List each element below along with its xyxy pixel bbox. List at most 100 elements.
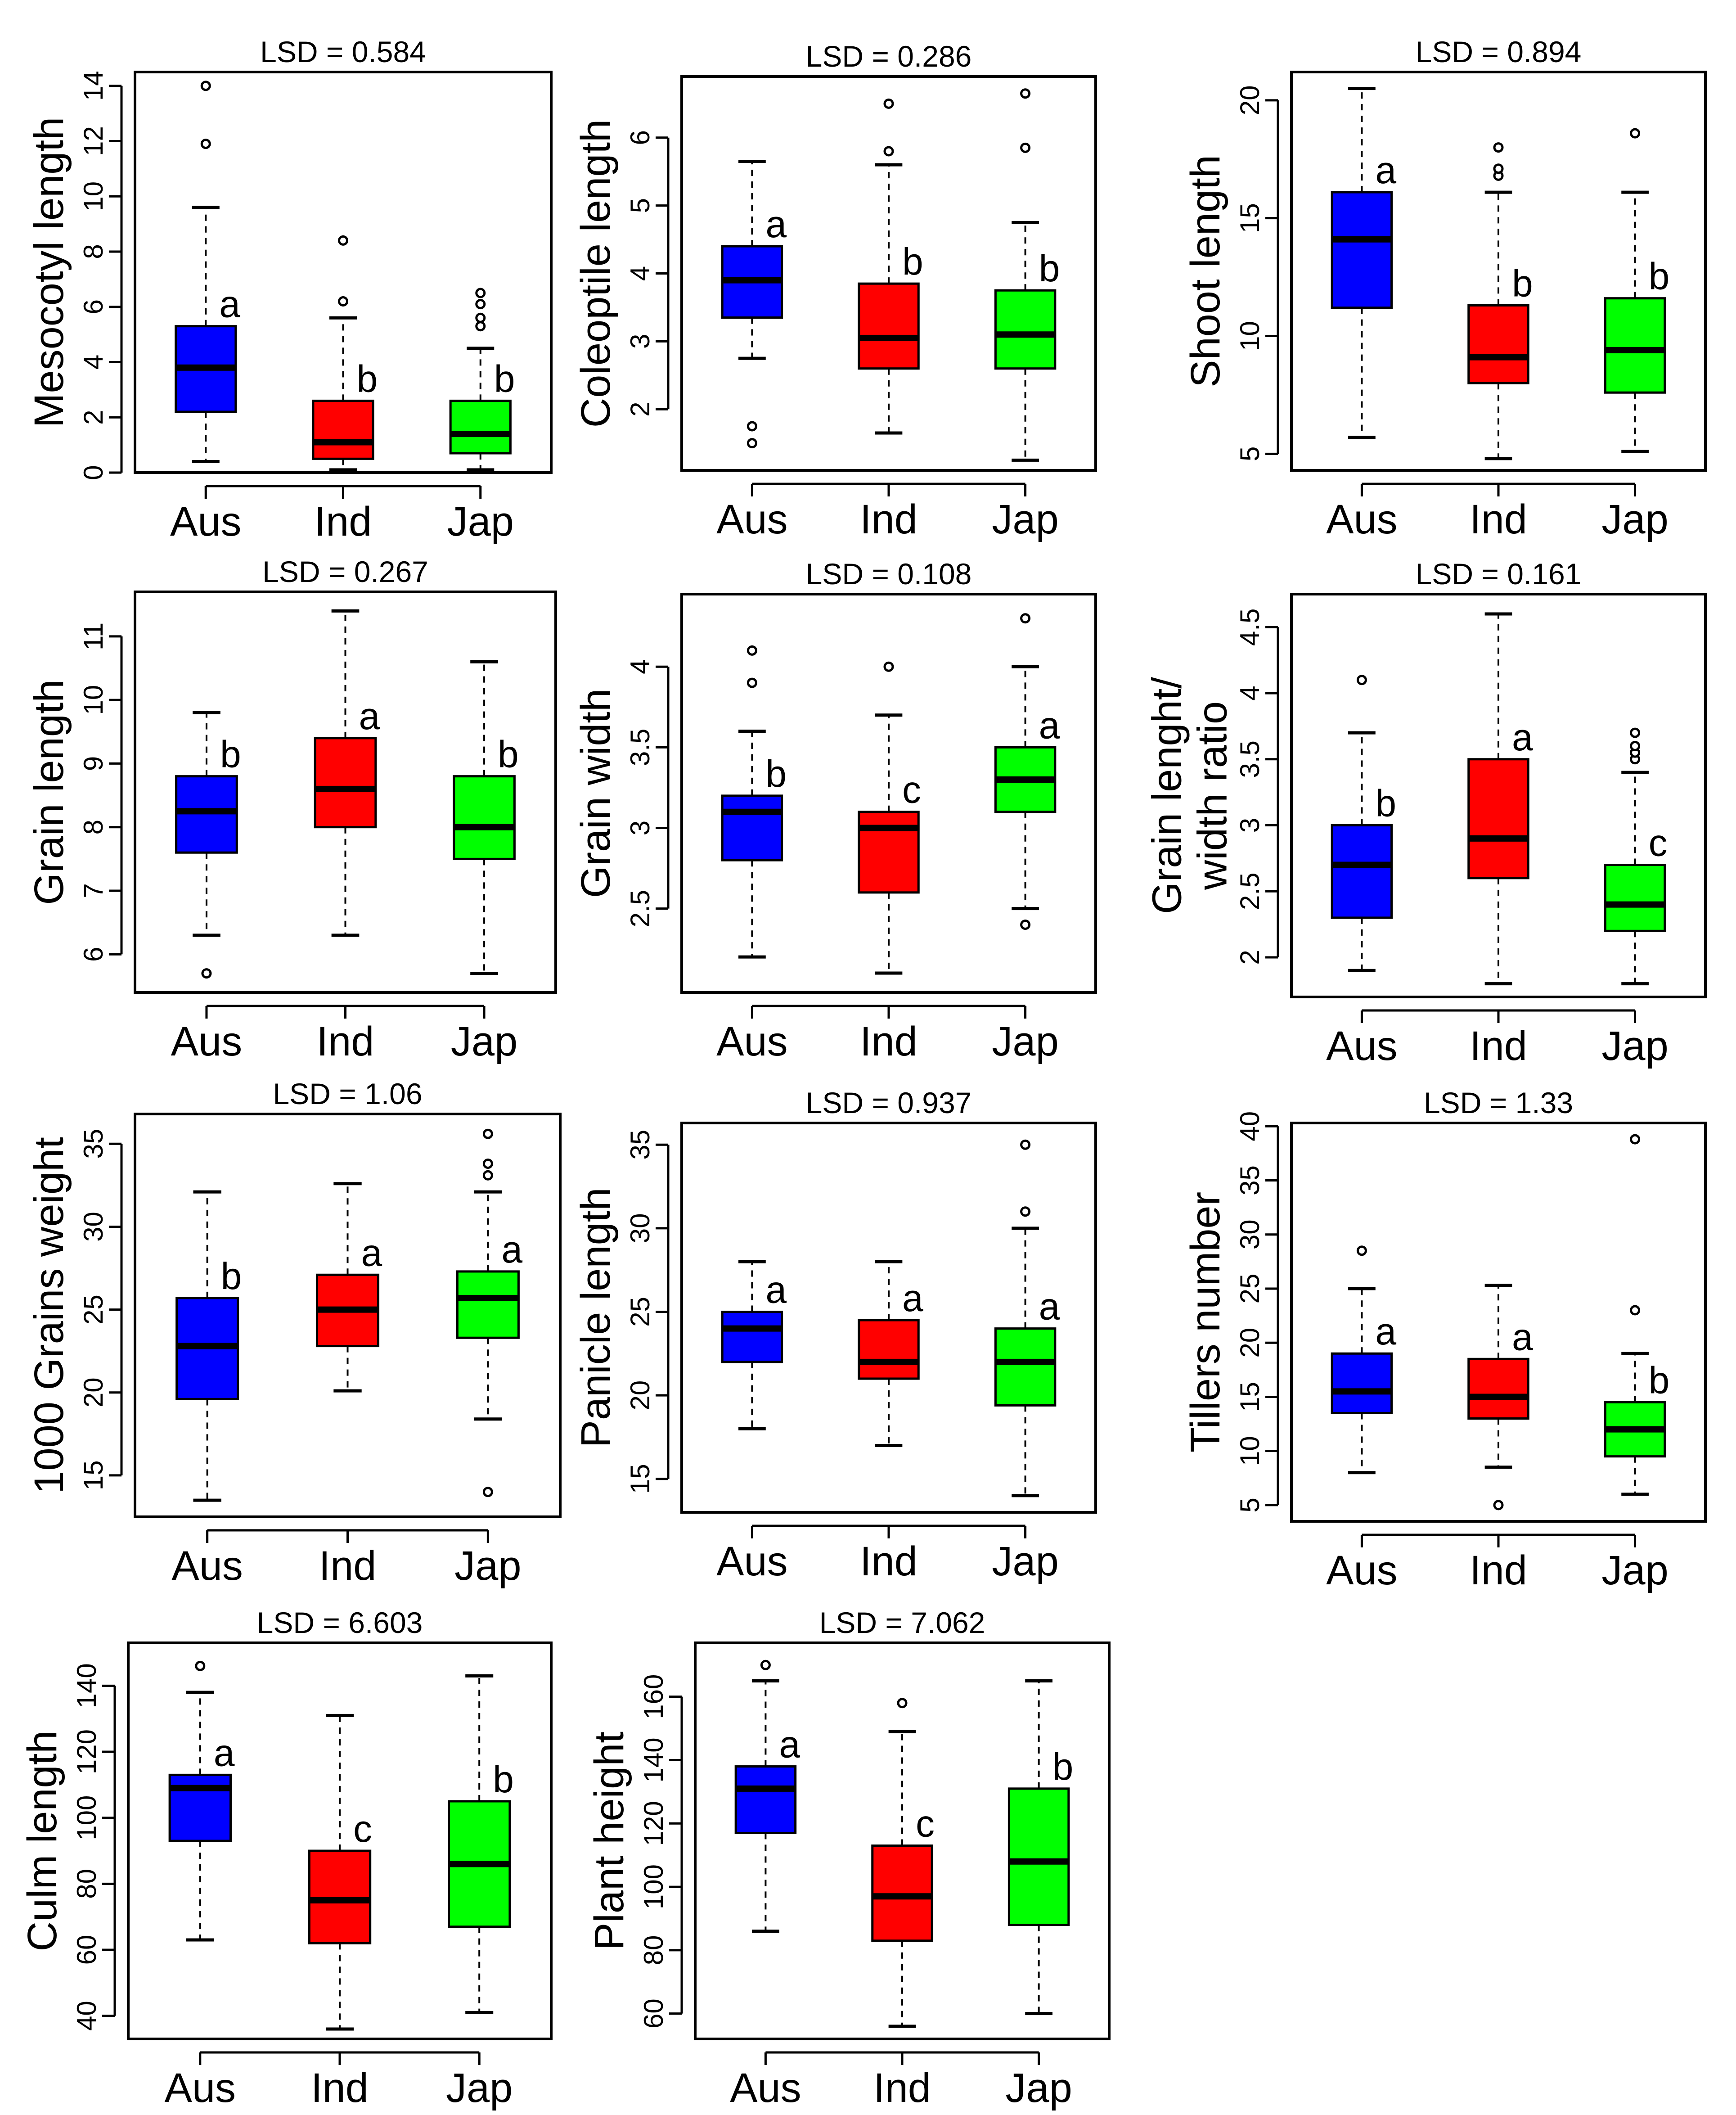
- plot-frame: [1290, 593, 1707, 998]
- y-tick-label: 2: [1235, 950, 1265, 965]
- y-tick-label: 2: [625, 402, 655, 417]
- box-iqr: [1007, 1787, 1070, 1926]
- significance-letter: b: [1512, 262, 1533, 304]
- outlier-point: [1493, 142, 1504, 153]
- y-tick-label: 20: [1235, 1328, 1265, 1358]
- chart-title: LSD = 0.937: [806, 1086, 972, 1119]
- significance-letter: c: [353, 1808, 372, 1850]
- y-tick-label: 10: [78, 685, 108, 715]
- x-tick-label-aus: Aus: [171, 1019, 243, 1064]
- y-tick-label: 30: [78, 1212, 108, 1242]
- y-tick-label: 6: [78, 299, 108, 314]
- significance-letter: a: [219, 283, 240, 325]
- outlier-point: [1356, 1245, 1367, 1256]
- box-iqr: [871, 1844, 933, 1942]
- box-ind: b: [1467, 142, 1533, 460]
- box-jap: a: [994, 1139, 1060, 1497]
- significance-letter: b: [902, 240, 923, 283]
- significance-letter: b: [494, 357, 515, 400]
- y-tick-label: 2.5: [1235, 873, 1265, 910]
- x-tick-label-aus: Aus: [171, 1543, 243, 1589]
- y-tick-label: 6: [78, 947, 108, 962]
- outlier-point: [200, 139, 211, 149]
- x-tick-label-ind: Ind: [1470, 1023, 1527, 1069]
- significance-letter: a: [902, 1277, 923, 1319]
- significance-letter: c: [916, 1803, 935, 1845]
- outlier-point: [482, 1158, 493, 1169]
- x-tick-label-jap: Jap: [454, 1543, 521, 1589]
- box-iqr: [858, 282, 920, 370]
- significance-letter: a: [1039, 704, 1060, 746]
- plot-frame: [134, 1113, 562, 1518]
- box-ind: a: [1467, 1284, 1533, 1511]
- box-jap: b: [453, 660, 519, 975]
- box-ind: b: [858, 98, 923, 435]
- significance-letter: a: [1375, 149, 1396, 191]
- chart-title: LSD = 6.603: [257, 1606, 423, 1639]
- box-iqr: [1467, 304, 1529, 384]
- x-tick-label-aus: Aus: [1326, 1547, 1398, 1593]
- chart-grain-lenght-width-ratio: LSD = 0.161 2 2.5 3 3.5 4 4.5 Grain lenght/widt…: [1144, 557, 1707, 1069]
- significance-letter: b: [1649, 255, 1670, 298]
- y-tick-label: 30: [1235, 1219, 1265, 1249]
- box-iqr: [1331, 1352, 1393, 1415]
- outlier-point: [1630, 128, 1641, 139]
- y-tick-label: 120: [639, 1801, 669, 1846]
- x-tick-label-ind: Ind: [1470, 1547, 1527, 1593]
- y-tick-label: 14: [78, 71, 108, 101]
- y-tick-label: 3.5: [1235, 740, 1265, 778]
- chart-title: LSD = 1.33: [1424, 1086, 1573, 1119]
- x-tick-label-ind: Ind: [315, 499, 372, 545]
- box-jap: b: [448, 1674, 514, 2014]
- outlier-point: [883, 98, 894, 109]
- y-tick-label: 35: [78, 1129, 108, 1159]
- significance-letter: a: [501, 1228, 522, 1271]
- y-tick-label: 120: [72, 1729, 102, 1774]
- y-tick-label: 10: [1235, 1436, 1265, 1466]
- outlier-point: [1630, 740, 1641, 751]
- significance-letter: b: [1649, 1359, 1670, 1401]
- outlier-point: [200, 81, 211, 91]
- y-tick-label: 12: [78, 126, 108, 156]
- y-tick-label: 11: [78, 622, 108, 650]
- outlier-point: [475, 312, 486, 323]
- y-tick-label: 80: [72, 1869, 102, 1899]
- significance-letter: a: [1375, 1310, 1396, 1353]
- x-tick-label-aus: Aus: [1326, 1023, 1398, 1069]
- y-tick-label: 25: [1235, 1274, 1265, 1304]
- y-axis-title: Mesocotyl length: [26, 117, 72, 428]
- outlier-point: [338, 235, 348, 246]
- x-tick-label-aus: Aus: [165, 2065, 236, 2111]
- y-tick-label: 3: [625, 334, 655, 349]
- x-tick-label-ind: Ind: [860, 1019, 917, 1064]
- outlier-point: [1020, 920, 1031, 930]
- y-axis-title: Culm length: [19, 1731, 65, 1952]
- y-tick-label: 10: [1235, 321, 1265, 351]
- y-tick-label: 3.5: [625, 729, 655, 766]
- y-tick-label: 60: [639, 1998, 669, 2029]
- chart-title: LSD = 0.584: [260, 35, 426, 68]
- box-ind: c: [858, 661, 921, 975]
- y-tick-label: 5: [625, 198, 655, 213]
- y-tick-label: 60: [72, 1935, 102, 1965]
- box-ind: b: [312, 235, 378, 472]
- outlier-point: [1020, 613, 1031, 624]
- box-iqr: [1467, 758, 1529, 879]
- outlier-point: [475, 321, 486, 332]
- box-jap: b: [1007, 1679, 1074, 2016]
- box-iqr: [449, 399, 512, 455]
- box-iqr: [308, 1849, 372, 1944]
- significance-letter: b: [1039, 247, 1060, 289]
- significance-letter: b: [1052, 1745, 1074, 1788]
- y-tick-label: 15: [625, 1464, 655, 1494]
- chart-title: LSD = 0.894: [1416, 35, 1582, 68]
- box-iqr: [734, 1765, 797, 1834]
- y-tick-label: 2: [78, 410, 108, 425]
- x-tick-label-ind: Ind: [860, 1538, 917, 1584]
- box-iqr: [1604, 297, 1666, 394]
- outlier-point: [1630, 1134, 1641, 1145]
- y-tick-label: 4.5: [1235, 609, 1265, 646]
